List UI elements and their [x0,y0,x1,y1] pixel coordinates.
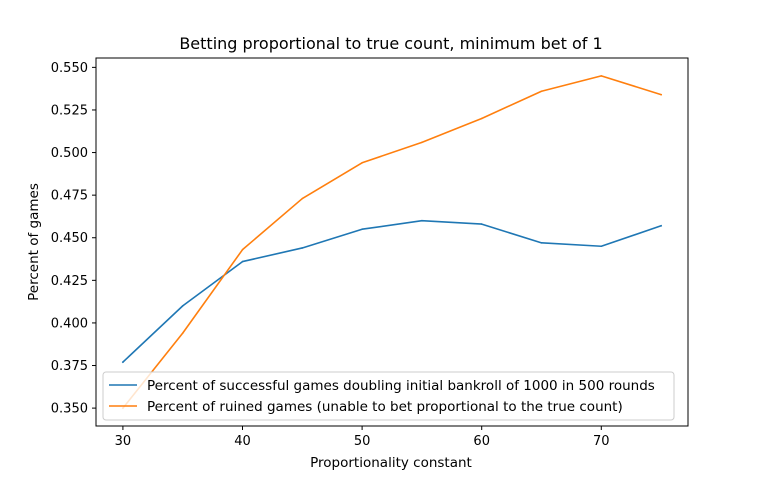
series-2-point [181,332,184,334]
x-tick-label: 60 [473,434,490,449]
y-tick-label: 0.475 [51,189,88,204]
series-2-point [241,248,244,251]
axes-frame [95,57,689,427]
legend-label-1: Percent of successful games doubling ini… [147,378,655,394]
series-1-point [540,242,543,244]
x-tick-label: 30 [115,434,132,449]
x-axis-label: Proportionality constant [310,455,472,471]
x-tick-label: 70 [593,434,610,449]
series-2-point [361,161,363,164]
series-2-point [421,141,423,144]
series-line-2 [121,75,663,410]
series-line-1 [121,219,663,364]
series-1-point [241,260,244,263]
plot-area: 30 40 50 60 70 0.350 0.375 0.400 0.425 0.450 0.475… [51,61,663,449]
chart-title: Betting proportional to true count, mini… [179,34,602,53]
series-1-point [181,305,184,307]
x-tick-label: 40 [234,434,251,449]
y-tick-label: 0.425 [51,274,88,289]
y-tick-label: 0.525 [51,103,88,118]
series-1-point [480,223,483,225]
legend: Percent of successful games doubling ini… [102,371,675,421]
y-axis-label: Percent of games [26,183,42,301]
y-tick-label: 0.400 [51,316,88,331]
series-1-point [301,247,304,249]
series-1-point [600,245,603,248]
series-2-point [600,75,603,77]
y-tick-label: 0.450 [51,231,88,246]
series-2-point [480,117,483,120]
legend-box [102,371,675,421]
x-tick-label: 50 [354,434,371,449]
series-2-point [301,197,304,200]
series-1-point [361,228,363,231]
series-2-point [540,90,543,93]
y-tick-label: 0.550 [51,61,88,76]
legend-label-2: Percent of ruined games (unable to bet p… [147,399,623,415]
series-2-point [660,93,662,96]
series-1-point [421,219,423,222]
y-tick-label: 0.350 [51,402,88,417]
series-1-point [660,225,662,227]
series-1-point [122,361,124,363]
y-tick-label: 0.375 [51,359,88,374]
y-tick-label: 0.500 [51,146,88,161]
